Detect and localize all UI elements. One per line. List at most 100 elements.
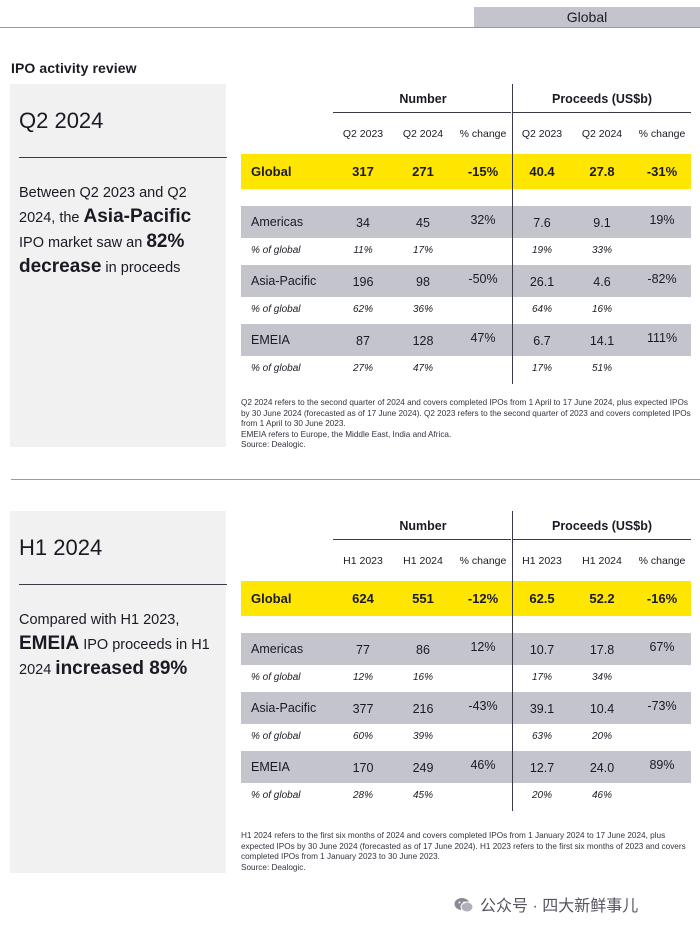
group-header-number: Number — [399, 519, 447, 533]
global-row: Global 624 551 -12% 62.5 52.2 -16% — [241, 581, 691, 616]
group-rule — [333, 112, 511, 113]
region-value: 12.7 — [529, 761, 555, 775]
group-header-proceeds: Proceeds (US$b) — [551, 92, 653, 106]
summary-phrase: Between Q2 2023 and Q2 2024, the — [19, 185, 187, 226]
pct-label: % of global — [251, 304, 301, 315]
column-header: % change — [459, 555, 507, 567]
global-value: 317 — [352, 164, 374, 179]
group-rule — [513, 539, 691, 540]
pct-value: 46% — [591, 790, 612, 801]
pct-row: % of global 62% 36% 64% 16% — [241, 297, 691, 323]
summary-phrase: Compared with H1 2023, — [19, 612, 180, 628]
pct-value: 12% — [352, 672, 373, 683]
global-value: 62.5 — [529, 591, 555, 606]
column-header: H1 2023 — [343, 555, 383, 567]
pct-value: 60% — [352, 731, 373, 742]
region-value: 34 — [356, 216, 370, 230]
note-line: EMEIA refers to Europe, the Middle East,… — [241, 429, 452, 439]
column-header: H1 2024 — [403, 555, 443, 567]
wechat-icon — [454, 898, 474, 913]
region-value: 77 — [356, 643, 370, 657]
row-label: Global — [251, 591, 292, 606]
column-header: Q2 2023 — [521, 128, 563, 140]
region-value: 26.1 — [529, 275, 555, 289]
pct-row: % of global 12% 16% 17% 34% — [241, 665, 691, 691]
column-header: % change — [638, 555, 686, 567]
summary-highlight: 82% decrease — [19, 231, 185, 277]
row-label: Americas — [251, 642, 304, 656]
group-rule — [333, 539, 511, 540]
group-divider — [512, 84, 513, 384]
global-value: -12% — [467, 591, 499, 606]
pct-value: 47% — [412, 363, 433, 374]
pct-label: % of global — [251, 245, 301, 256]
pct-label: % of global — [251, 672, 301, 683]
pct-value: 36% — [412, 304, 433, 315]
group-rule — [513, 112, 691, 113]
region-value: 47% — [470, 331, 496, 345]
global-value: -16% — [646, 591, 678, 606]
region-value: 39.1 — [529, 702, 555, 716]
note-line: Q2 2024 refers to the second quarter of … — [241, 398, 691, 428]
row-label: EMEIA — [251, 760, 290, 774]
region-value: 7.6 — [533, 216, 551, 230]
region-value: 46% — [470, 758, 496, 772]
global-value: -31% — [646, 164, 678, 179]
region-value: 14.1 — [589, 334, 615, 348]
pct-value: 20% — [531, 790, 552, 801]
pct-value: 16% — [412, 672, 433, 683]
ipo-table: Number Proceeds (US$b) H1 2023 H1 2024 % cha… — [241, 511, 691, 811]
pct-value: 27% — [352, 363, 373, 374]
pct-row: % of global 11% 17% 19% 33% — [241, 238, 691, 264]
pct-value: 11% — [353, 245, 373, 256]
region-value: 19% — [649, 213, 675, 227]
pct-value: 45% — [412, 790, 433, 801]
column-header: % change — [459, 128, 507, 140]
summary-highlight: EMEIA — [19, 633, 80, 654]
column-header: Q2 2024 — [581, 128, 623, 140]
row-label: Global — [251, 164, 292, 179]
pct-value: 17% — [531, 363, 552, 374]
row-label: Asia-Pacific — [251, 274, 317, 288]
watermark: 公众号 · 四大新鲜事儿 — [454, 892, 638, 916]
global-tab: Global — [474, 7, 700, 27]
pct-value: 19% — [531, 245, 552, 256]
column-header: % change — [638, 128, 686, 140]
row-label: EMEIA — [251, 333, 290, 347]
region-value: 170 — [352, 761, 374, 775]
region-value: 86 — [416, 643, 430, 657]
summary-title: Q2 2024 — [19, 108, 104, 133]
region-value: 17.8 — [589, 643, 615, 657]
pct-row: % of global 27% 47% 17% 51% — [241, 356, 691, 382]
region-value: 45 — [416, 216, 430, 230]
region-value: 9.1 — [593, 216, 611, 230]
region-value: 32% — [470, 213, 496, 227]
summary-highlight: Asia-Pacific — [83, 206, 192, 227]
pct-value: 39% — [412, 731, 433, 742]
summary-phrase: IPO market saw an — [19, 235, 147, 251]
region-row: Americas 77 86 12% 10.7 17.8 67% — [241, 633, 691, 665]
region-row: EMEIA 170 249 46% 12.7 24.0 89% — [241, 751, 691, 783]
region-value: 67% — [649, 640, 675, 654]
pct-value: 16% — [591, 304, 612, 315]
top-divider — [0, 27, 700, 28]
region-value: -73% — [647, 699, 677, 713]
global-value: 52.2 — [589, 591, 615, 606]
summary-rule — [19, 584, 227, 585]
region-value: 111% — [646, 331, 678, 345]
region-value: 24.0 — [589, 761, 615, 775]
global-row: Global 317 271 -15% 40.4 27.8 -31% — [241, 154, 691, 189]
region-value: 128 — [412, 334, 434, 348]
pct-value: 51% — [591, 363, 612, 374]
region-value: 12% — [470, 640, 496, 654]
pct-value: 63% — [531, 731, 552, 742]
region-value: 249 — [412, 761, 434, 775]
row-label: Americas — [251, 215, 304, 229]
global-value: 27.8 — [589, 164, 615, 179]
region-value: -82% — [647, 272, 677, 286]
region-value: 89% — [649, 758, 675, 772]
global-value: 40.4 — [529, 164, 555, 179]
global-value: 271 — [412, 164, 434, 179]
region-value: 216 — [412, 702, 434, 716]
summary-box: H1 2024 Compared with H1 2023, EMEIA IPO … — [10, 511, 227, 873]
